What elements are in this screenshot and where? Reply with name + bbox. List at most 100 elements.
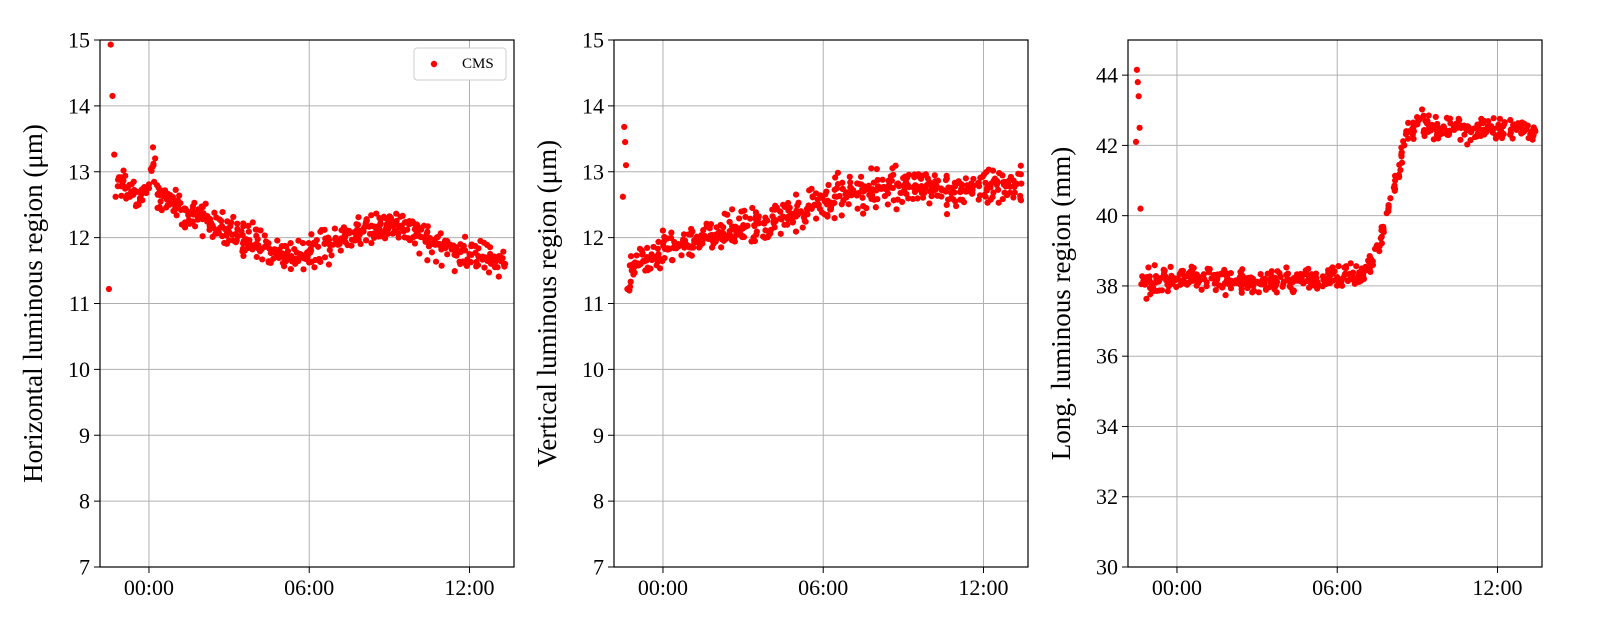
- data-point: [149, 144, 157, 151]
- data-point: [304, 254, 311, 261]
- data-point: [1305, 265, 1312, 272]
- data-point: [669, 257, 676, 264]
- data-point: [708, 244, 716, 251]
- y-axis-label: Horizontal luminous region (μm): [18, 124, 48, 483]
- data-point: [874, 176, 881, 184]
- data-point: [1401, 142, 1408, 149]
- data-point: [1005, 182, 1012, 190]
- data-point: [460, 244, 467, 251]
- data-point: [1474, 133, 1481, 140]
- data-point: [155, 184, 162, 191]
- data-point: [928, 193, 935, 200]
- data-point: [1342, 270, 1349, 277]
- data-point: [792, 228, 800, 235]
- data-point: [923, 181, 931, 189]
- data-point: [839, 179, 846, 186]
- data-point: [1490, 115, 1497, 122]
- data-point: [281, 255, 288, 262]
- y-axis-label: Vertical luminous region (μm): [532, 140, 562, 467]
- data-point: [244, 241, 251, 249]
- data-point: [413, 232, 420, 239]
- data-point: [1434, 120, 1441, 128]
- data-point: [969, 186, 976, 194]
- data-point: [647, 265, 654, 272]
- x-tick-label: 12:00: [1472, 575, 1522, 600]
- data-point: [720, 224, 727, 231]
- data-point: [1134, 79, 1141, 86]
- data-point: [680, 231, 688, 238]
- data-point: [1481, 117, 1488, 125]
- data-point: [656, 265, 664, 272]
- data-point: [311, 264, 318, 271]
- data-point: [990, 189, 997, 196]
- data-point: [1430, 136, 1437, 143]
- data-point: [985, 166, 992, 173]
- data-point: [792, 191, 800, 198]
- data-point: [879, 176, 886, 183]
- data-point: [847, 184, 854, 191]
- data-point: [130, 191, 137, 198]
- data-point: [627, 278, 634, 285]
- data-point: [644, 244, 651, 252]
- data-point: [899, 198, 906, 206]
- data-point: [391, 227, 398, 234]
- data-point: [1229, 280, 1236, 287]
- data-point: [363, 216, 370, 223]
- data-point: [868, 165, 875, 172]
- data-point: [969, 181, 976, 188]
- y-tick-label: 15: [68, 28, 90, 53]
- y-tick-label: 9: [593, 423, 604, 448]
- data-point: [325, 261, 332, 268]
- y-tick-label: 36: [1096, 344, 1118, 369]
- data-point: [1507, 116, 1514, 124]
- data-point: [1015, 170, 1022, 177]
- data-point: [678, 252, 685, 259]
- data-point: [668, 229, 675, 236]
- data-point: [932, 178, 939, 185]
- data-point: [742, 213, 749, 221]
- data-point: [219, 208, 226, 216]
- data-point: [166, 201, 173, 208]
- data-point: [484, 257, 491, 265]
- data-point: [825, 181, 832, 189]
- data-point: [130, 178, 137, 185]
- data-point: [1283, 264, 1290, 271]
- data-point: [156, 189, 163, 196]
- data-point: [287, 239, 294, 247]
- data-point: [1390, 184, 1397, 191]
- data-point: [1484, 123, 1492, 130]
- data-point: [1250, 287, 1258, 294]
- data-point: [935, 192, 942, 199]
- data-point: [1011, 189, 1018, 196]
- chart-panel-2: 7 8 9 10 11 12 13 14 15 00:00 06:00 12:00 Vertical l…: [532, 28, 1029, 600]
- data-point: [494, 264, 501, 271]
- data-point: [279, 259, 287, 267]
- y-tick-label: 34: [1096, 414, 1118, 439]
- x-tick-label: 06:00: [1312, 575, 1362, 600]
- series-points: [105, 41, 509, 293]
- data-point: [485, 269, 493, 276]
- data-point: [834, 169, 842, 176]
- data-point: [1500, 131, 1507, 138]
- y-tick-label: 12: [582, 225, 604, 250]
- data-point: [833, 185, 840, 192]
- data-point: [240, 252, 247, 259]
- data-point: [794, 202, 801, 209]
- data-point: [789, 219, 796, 226]
- x-tick-label: 06:00: [798, 575, 848, 600]
- data-point: [905, 183, 913, 191]
- data-point: [1314, 279, 1321, 286]
- data-point: [1323, 280, 1330, 288]
- data-point: [1296, 272, 1303, 279]
- data-point: [980, 171, 988, 178]
- data-point: [728, 237, 736, 244]
- data-point: [1018, 180, 1025, 187]
- y-tick-label: 13: [582, 159, 604, 184]
- data-point: [150, 160, 157, 167]
- data-point: [172, 186, 179, 193]
- data-point: [1347, 260, 1354, 267]
- series-points: [1132, 66, 1539, 302]
- data-point: [922, 171, 929, 178]
- data-point: [1206, 266, 1213, 273]
- data-point: [345, 227, 353, 234]
